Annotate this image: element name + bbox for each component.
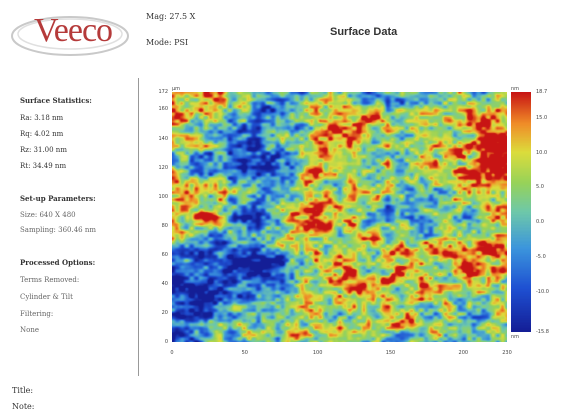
stat-rq: Rq: 4.02 nm [20,130,64,138]
y-tick-label: 160 [158,106,168,113]
colorbar-bottom-unit: nm [511,334,520,340]
colorbar-tick-label: 5.0 [536,184,544,191]
x-tick-label: 0 [170,350,174,356]
colorbar-tick-label: -15.8 [536,329,549,335]
magnification-label: Mag: 27.5 X [146,12,196,21]
x-tick-label: 100 [312,350,323,356]
stat-rt: Rt: 34.49 nm [20,162,67,170]
x-tick-label: 230 [502,350,512,356]
colorbar-tick-label: 0.0 [536,219,544,226]
x-tick-label: 200 [458,350,469,356]
x-tick-label: 150 [385,350,396,356]
surface-height-map [172,92,507,342]
y-tick-label: 60 [161,251,168,258]
y-tick-label: 100 [158,193,168,200]
setup-parameters-heading: Set-up Parameters: [20,194,96,203]
sidebar-divider [138,78,139,376]
colorbar-top-unit: nm [511,86,520,92]
title-field-label: Title: [12,386,34,395]
processed-options-heading: Processed Options: [20,258,96,267]
stat-rz: Rz: 31.00 nm [20,146,67,154]
colorbar-tick-label: -5.0 [536,253,546,260]
y-tick-label: 80 [161,222,168,229]
y-tick-label: 172 [158,89,168,95]
stat-ra: Ra: 3.18 nm [20,114,64,122]
processed-none: None [20,326,39,334]
y-tick-label: 120 [158,164,168,171]
setup-sampling: Sampling: 360.46 nm [20,226,97,234]
colorbar-tick-label: 18.7 [536,89,548,95]
y-tick-label: 20 [161,309,168,316]
x-tick-label: 50 [241,350,248,356]
setup-size: Size: 640 X 480 [20,211,76,219]
colorbar-tick-label: 10.0 [536,149,548,156]
logo-swoosh-icon [11,16,129,56]
processed-filtering: Filtering: [20,310,54,318]
y-tick-label: 0 [164,339,168,345]
processed-cylinder-tilt: Cylinder & Tilt [20,293,73,301]
y-axis-unit: µm [172,86,181,92]
note-field-label: Note: [12,402,35,411]
y-tick-label: 140 [158,135,168,142]
surface-statistics-heading: Surface Statistics: [20,96,92,105]
colorbar [511,92,531,332]
processed-terms-removed: Terms Removed: [20,276,80,284]
colorbar-tick-label: 15.0 [536,114,548,121]
y-tick-label: 40 [161,280,168,287]
brand-logo-text: Veeco [34,12,113,49]
colorbar-tick-label: -10.0 [536,288,549,295]
mode-label: Mode: PSI [146,38,189,47]
veeco-logo [8,10,136,60]
report-title: Surface Data [330,26,398,38]
